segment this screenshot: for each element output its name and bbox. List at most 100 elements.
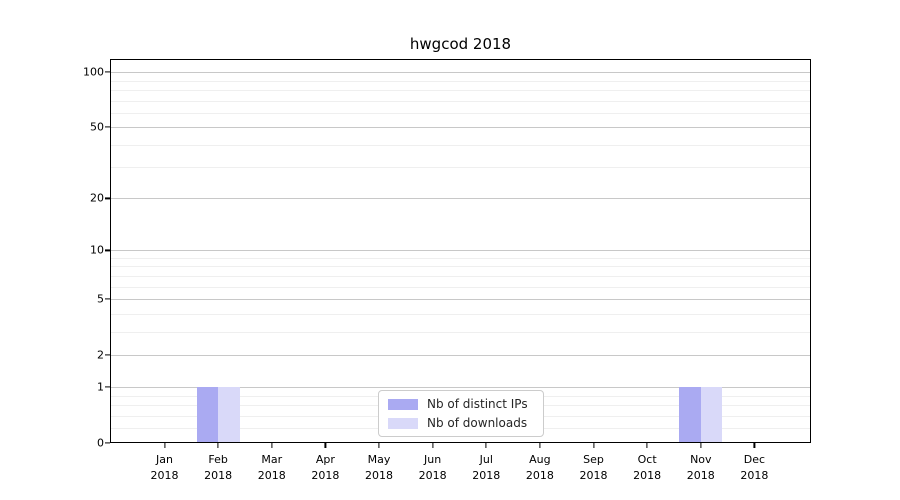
x-tick-month: Aug xyxy=(529,453,551,466)
gridline-major xyxy=(110,354,811,356)
x-tick-label: Feb 2018 xyxy=(204,452,232,484)
x-tick-mark xyxy=(271,443,273,448)
legend-entry-downloads: Nb of downloads xyxy=(388,416,534,430)
x-tick-month: Nov xyxy=(690,453,712,466)
gridline-major xyxy=(110,198,811,200)
x-tick-year: 2018 xyxy=(257,469,286,482)
legend-label-distinct-ips: Nb of distinct IPs xyxy=(427,397,528,411)
y-axis-tick-labels: 0 1 2 5 10 20 50 100 xyxy=(0,59,104,449)
x-tick-label: Jul 2018 xyxy=(472,452,500,484)
x-tick-month: Mar xyxy=(261,453,283,466)
x-tick-label: Nov 2018 xyxy=(687,452,715,484)
x-tick-mark xyxy=(592,443,595,448)
gridline-minor xyxy=(110,89,811,91)
x-tick-mark xyxy=(646,443,648,448)
x-tick-year: 2018 xyxy=(525,469,554,482)
x-tick-mark xyxy=(485,443,487,448)
x-tick-month: Jul xyxy=(479,453,493,466)
gridline-minor xyxy=(110,258,811,259)
x-tick-mark xyxy=(324,443,326,448)
gridline-major xyxy=(110,250,811,252)
y-tick-mark xyxy=(105,197,110,199)
x-tick-month: Jan xyxy=(156,453,173,466)
y-tick-label: 100 xyxy=(83,65,104,79)
y-tick-label: 50 xyxy=(90,120,104,134)
x-tick-year: 2018 xyxy=(579,469,608,482)
x-tick-month: May xyxy=(367,453,391,466)
x-tick-month: Jun xyxy=(424,453,442,466)
gridline-minor xyxy=(110,167,811,169)
x-tick-label: May 2018 xyxy=(365,452,393,484)
x-tick-year: 2018 xyxy=(418,469,447,482)
x-tick-label: Sep 2018 xyxy=(580,452,608,484)
x-tick-year: 2018 xyxy=(472,469,501,482)
x-tick-mark xyxy=(378,443,380,448)
gridline-major xyxy=(110,387,811,389)
bar-downloads xyxy=(218,387,240,443)
y-tick-mark xyxy=(105,354,110,356)
y-tick-mark xyxy=(105,71,110,73)
gridline-minor xyxy=(110,144,811,146)
x-tick-label: Dec 2018 xyxy=(740,452,768,484)
legend: Nb of distinct IPs Nb of downloads xyxy=(378,390,544,437)
legend-swatch-downloads xyxy=(388,417,418,429)
x-tick-year: 2018 xyxy=(686,469,715,482)
gridline-major xyxy=(110,299,811,301)
x-axis: Jan 2018 Feb 2018 Mar 2018 Apr 2018 May 2018 Jun 20… xyxy=(110,443,811,500)
y-tick-mark xyxy=(105,126,110,128)
legend-entry-distinct-ips: Nb of distinct IPs xyxy=(388,397,534,411)
x-tick-year: 2018 xyxy=(740,469,769,482)
bar-downloads xyxy=(700,387,723,443)
gridline-minor xyxy=(110,331,811,333)
y-tick-mark xyxy=(105,386,110,388)
x-tick-month: Dec xyxy=(743,453,766,466)
x-tick-mark xyxy=(217,443,219,448)
x-tick-label: Jan 2018 xyxy=(151,452,179,484)
x-tick-mark xyxy=(163,443,166,448)
x-tick-mark xyxy=(753,443,756,448)
x-tick-mark xyxy=(432,443,434,448)
y-tick-mark xyxy=(105,249,110,251)
x-tick-mark xyxy=(539,443,541,448)
y-axis-tick-marks xyxy=(105,59,110,444)
x-tick-label: Aug 2018 xyxy=(526,452,554,484)
x-tick-label: Apr 2018 xyxy=(311,452,339,484)
gridline-minor xyxy=(110,100,811,102)
y-tick-label: 1 xyxy=(97,380,104,394)
x-tick-label: Oct 2018 xyxy=(633,452,661,484)
legend-swatch-distinct-ips xyxy=(388,398,418,410)
x-tick-month: Sep xyxy=(583,453,604,466)
gridline-minor xyxy=(110,286,811,288)
x-tick-year: 2018 xyxy=(150,469,179,482)
gridline-minor xyxy=(110,266,811,268)
y-tick-label: 10 xyxy=(90,243,104,257)
y-tick-label: 0 xyxy=(97,436,104,450)
bar-distinct-ips xyxy=(196,387,219,443)
x-tick-month: Apr xyxy=(315,453,335,466)
x-tick-month: Feb xyxy=(208,453,228,466)
y-tick-label: 20 xyxy=(90,191,104,205)
y-tick-label: 5 xyxy=(97,292,104,306)
gridline-major xyxy=(110,72,811,74)
x-tick-label: Jun 2018 xyxy=(419,452,447,484)
y-tick-mark xyxy=(105,298,110,300)
x-tick-year: 2018 xyxy=(365,469,394,482)
x-tick-mark xyxy=(700,443,702,448)
x-tick-year: 2018 xyxy=(204,469,233,482)
x-tick-year: 2018 xyxy=(633,469,662,482)
chart-title: hwgcod 2018 xyxy=(409,35,512,53)
x-tick-year: 2018 xyxy=(311,469,340,482)
legend-label-downloads: Nb of downloads xyxy=(427,416,528,430)
y-tick-label: 2 xyxy=(97,348,104,362)
gridline-major xyxy=(110,127,811,129)
y-tick-mark xyxy=(105,442,110,444)
x-tick-label: Mar 2018 xyxy=(258,452,286,484)
bar-distinct-ips xyxy=(679,387,701,443)
gridline-minor xyxy=(110,112,811,114)
gridline-minor xyxy=(110,275,811,277)
gridline-minor xyxy=(110,313,811,315)
plot-area: Nb of distinct IPs Nb of downloads xyxy=(110,59,811,443)
x-tick-month: Oct xyxy=(637,453,657,466)
gridline-minor xyxy=(110,80,811,82)
